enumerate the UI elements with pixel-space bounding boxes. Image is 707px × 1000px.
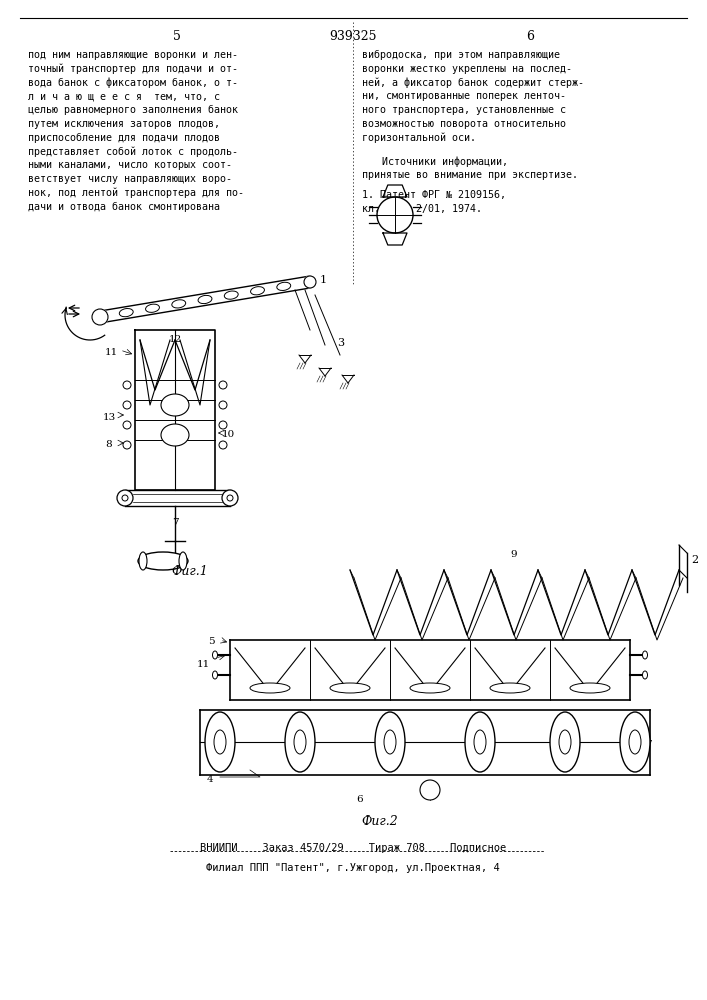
Text: представляет собой лоток с продоль-: представляет собой лоток с продоль- [28,147,238,157]
Circle shape [219,381,227,389]
Text: 13: 13 [103,413,116,422]
Text: точный транспортер для подачи и от-: точный транспортер для подачи и от- [28,64,238,74]
Text: 7: 7 [645,740,652,749]
Text: под ним направляющие воронки и лен-: под ним направляющие воронки и лен- [28,50,238,60]
Circle shape [122,495,128,501]
Text: путем исключения заторов плодов,: путем исключения заторов плодов, [28,119,220,129]
Ellipse shape [550,712,580,772]
Circle shape [219,401,227,409]
Ellipse shape [213,671,218,679]
Ellipse shape [179,552,187,570]
Text: 10: 10 [222,430,235,439]
Circle shape [222,490,238,506]
Text: вибродоска, при этом направляющие: вибродоска, при этом направляющие [362,50,560,60]
Text: 6: 6 [357,795,363,804]
Text: 5: 5 [209,637,215,646]
Circle shape [117,490,133,506]
Text: ни, смонтированные поперек ленточ-: ни, смонтированные поперек ленточ- [362,91,566,101]
Circle shape [304,276,316,288]
Circle shape [92,309,108,325]
Text: 6: 6 [526,30,534,43]
Ellipse shape [138,552,188,570]
Ellipse shape [161,424,189,446]
Ellipse shape [570,683,610,693]
Text: воронки жестко укреплены на послед-: воронки жестко укреплены на послед- [362,64,572,74]
Circle shape [227,495,233,501]
Ellipse shape [213,651,218,659]
Text: 1. Патент ФРГ № 2109156,: 1. Патент ФРГ № 2109156, [362,190,506,200]
Ellipse shape [410,683,450,693]
Ellipse shape [375,712,405,772]
Text: 5: 5 [173,30,181,43]
Text: 1: 1 [320,275,327,285]
Ellipse shape [139,552,147,570]
Ellipse shape [198,295,212,304]
Ellipse shape [119,309,133,317]
Text: 12: 12 [168,335,182,344]
Ellipse shape [285,712,315,772]
Ellipse shape [620,712,650,772]
Ellipse shape [161,394,189,416]
Ellipse shape [384,730,396,754]
Circle shape [420,780,440,800]
Ellipse shape [465,712,495,772]
Ellipse shape [474,730,486,754]
Ellipse shape [559,730,571,754]
Text: ВНИИПИ    Заказ 4570/29    Тираж 708    Подписное: ВНИИПИ Заказ 4570/29 Тираж 708 Подписное [200,843,506,853]
Circle shape [219,441,227,449]
Text: 11: 11 [105,348,118,357]
Circle shape [377,197,413,233]
Circle shape [123,441,131,449]
Text: 4: 4 [206,775,214,784]
Ellipse shape [294,730,306,754]
Text: Фиг.1: Фиг.1 [172,565,209,578]
Ellipse shape [224,291,238,299]
Text: вода банок с фиксатором банок, о т-: вода банок с фиксатором банок, о т- [28,78,238,88]
Text: л и ч а ю щ е е с я  тем, что, с: л и ч а ю щ е е с я тем, что, с [28,91,220,101]
Circle shape [123,381,131,389]
Ellipse shape [205,712,235,772]
Ellipse shape [629,730,641,754]
Circle shape [219,421,227,429]
Text: дачи и отвода банок смонтирована: дачи и отвода банок смонтирована [28,202,220,212]
Text: Филиал ППП "Патент", г.Ужгород, ул.Проектная, 4: Филиал ППП "Патент", г.Ужгород, ул.Проек… [206,863,500,873]
Ellipse shape [643,671,648,679]
Text: 2: 2 [691,555,698,565]
Text: 3: 3 [337,338,344,348]
Ellipse shape [490,683,530,693]
Ellipse shape [146,304,160,312]
Circle shape [123,421,131,429]
Ellipse shape [172,300,186,308]
Ellipse shape [330,683,370,693]
Text: 8: 8 [105,440,112,449]
Text: ветствует числу направляющих воро-: ветствует числу направляющих воро- [28,174,232,184]
Text: Фиг.2: Фиг.2 [361,815,398,828]
Ellipse shape [250,287,264,295]
Text: ными каналами, число которых соот-: ными каналами, число которых соот- [28,160,232,170]
Ellipse shape [277,282,291,290]
Text: принятые во внимание при экспертизе.: принятые во внимание при экспертизе. [362,170,578,180]
Circle shape [123,401,131,409]
Text: целью равномерного заполнения банок: целью равномерного заполнения банок [28,105,238,115]
Ellipse shape [643,651,648,659]
Text: нок, под лентой транспортера для по-: нок, под лентой транспортера для по- [28,188,244,198]
Text: 7: 7 [172,518,178,527]
Text: приспособление для подачи плодов: приспособление для подачи плодов [28,133,220,143]
Text: 9: 9 [510,550,518,559]
Text: 11: 11 [197,660,210,669]
Text: ного транспортера, установленные с: ного транспортера, установленные с [362,105,566,115]
Text: кл. 81 а 2/01, 1974.: кл. 81 а 2/01, 1974. [362,204,482,214]
Text: возможностью поворота относительно: возможностью поворота относительно [362,119,566,129]
Text: 939325: 939325 [329,30,377,43]
Ellipse shape [250,683,290,693]
Text: Источники информации,: Источники информации, [382,157,508,167]
Text: ней, а фиксатор банок содержит стерж-: ней, а фиксатор банок содержит стерж- [362,78,584,88]
Ellipse shape [214,730,226,754]
Text: горизонтальной оси.: горизонтальной оси. [362,133,476,143]
